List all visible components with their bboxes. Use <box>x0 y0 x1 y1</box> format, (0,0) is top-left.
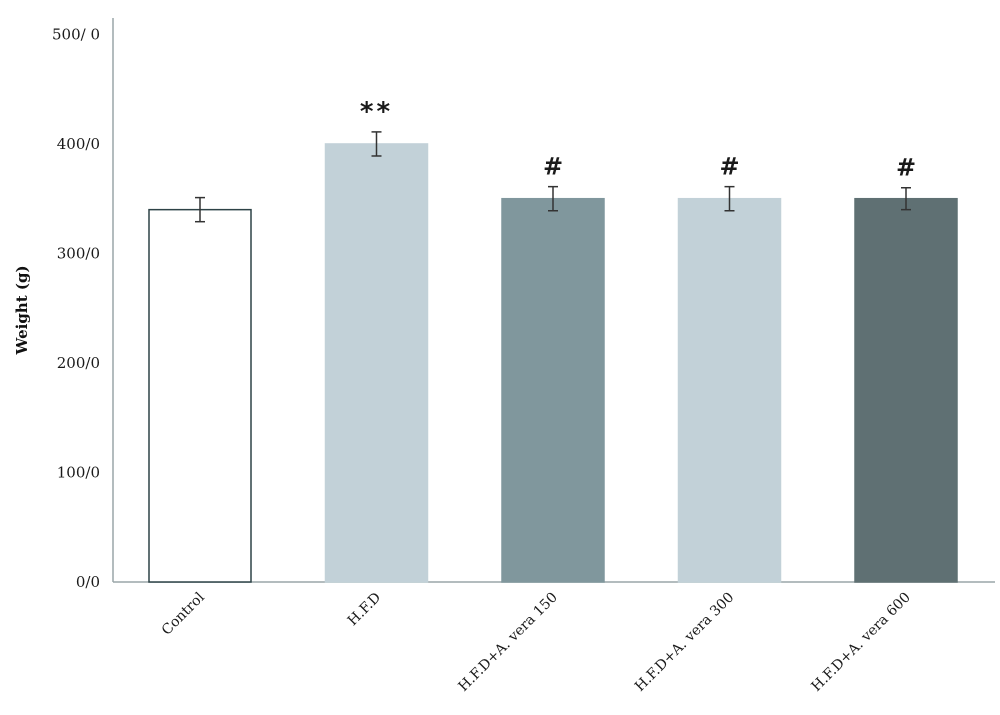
bar <box>148 208 252 583</box>
bar <box>501 197 605 583</box>
significance-label: # <box>543 153 563 181</box>
x-tick-label: H.F.D+A. vera 150 <box>455 590 560 695</box>
x-tick-label: H.F.D+A. vera 300 <box>632 590 737 695</box>
significance-label: # <box>896 154 916 182</box>
y-tick-label: 400/0 <box>57 135 100 153</box>
y-axis-label: Weight (g) <box>13 265 31 355</box>
chart-error-bars <box>195 131 911 223</box>
y-tick-label: 500/ 0 <box>52 25 100 43</box>
y-tick-label: 200/0 <box>57 354 100 372</box>
bar <box>677 197 782 583</box>
significance-label: # <box>719 153 739 181</box>
x-tick-label: H.F.D <box>345 590 385 630</box>
x-tick-label: Control <box>159 589 208 638</box>
y-tick-label: 0/0 <box>76 573 100 591</box>
chart-bars <box>148 143 958 583</box>
y-tick-label: 100/0 <box>57 463 100 481</box>
significance-label: ** <box>360 97 393 127</box>
bar <box>854 197 958 583</box>
bar <box>324 143 429 583</box>
x-tick-label: H.F.D+A. vera 600 <box>808 590 913 695</box>
y-tick-label: 300/0 <box>57 244 100 262</box>
